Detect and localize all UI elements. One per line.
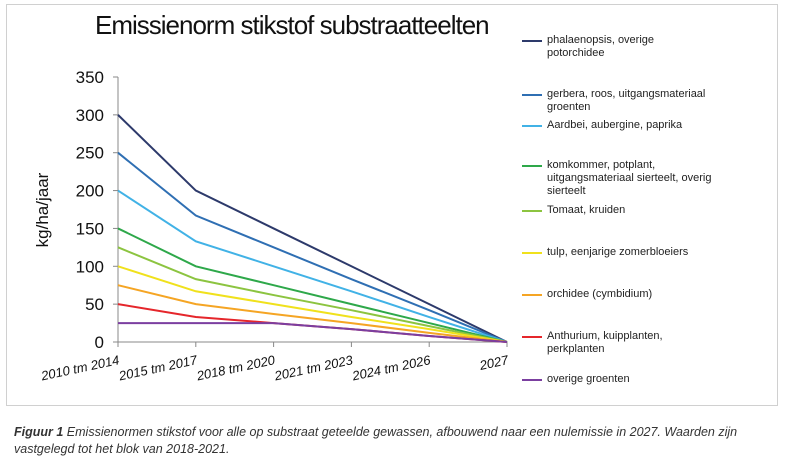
legend-swatch (522, 294, 542, 296)
series-line (117, 227, 508, 343)
legend-item: gerbera, roos, uitgangsmateriaal groente… (522, 88, 712, 114)
y-tick-label: 150 (76, 219, 104, 238)
y-tick-label: 350 (76, 68, 104, 87)
chart-title: Emissienorm stikstof substraatteelten (95, 10, 489, 40)
y-tick-label: 300 (76, 106, 104, 125)
x-tick-label: 2015 tm 2017 (117, 352, 200, 384)
series-line (117, 151, 508, 343)
caption: Figuur 1 Emissienormen stikstof voor all… (14, 424, 779, 458)
chart: Emissienorm stikstof substraatteelten kg… (33, 10, 510, 384)
series-line (117, 246, 508, 343)
caption-text: Emissienormen stikstof voor alle op subs… (14, 425, 738, 456)
y-axis-label: kg/ha/jaar (33, 172, 52, 247)
series-line (117, 265, 508, 343)
legend-label: overige groenten (547, 373, 630, 385)
legend-swatch (522, 125, 542, 127)
legend-label: phalaenopsis, overige potorchidee (547, 34, 655, 59)
y-tick-label: 0 (95, 333, 104, 352)
legend-label: Anthurium, kuipplanten, perkplanten (547, 330, 663, 355)
legend-item: tulp, eenjarige zomerbloeiers (522, 246, 712, 259)
series-line (117, 189, 508, 343)
series-line (118, 322, 508, 343)
series-line (117, 114, 508, 343)
legend-item: phalaenopsis, overige potorchidee (522, 34, 712, 60)
legend-item: orchidee (cymbidium) (522, 288, 712, 301)
x-tick-label: 2021 tm 2023 (272, 352, 355, 384)
x-tick-label: 2027 (477, 352, 510, 373)
legend-swatch (522, 165, 542, 167)
legend-swatch (522, 94, 542, 96)
legend-label: Aardbei, aubergine, paprika (547, 119, 683, 131)
chart-frame (6, 4, 778, 406)
legend-item: Anthurium, kuipplanten, perkplanten (522, 330, 712, 356)
legend-swatch (522, 252, 542, 254)
legend-swatch (522, 336, 542, 338)
y-tick-label: 250 (76, 144, 104, 163)
series-line (117, 284, 508, 343)
x-tick-label: 2010 tm 2014 (39, 352, 121, 383)
y-tick-label: 100 (76, 257, 104, 276)
legend-label: gerbera, roos, uitgangsmateriaal groente… (547, 88, 706, 113)
legend-label: tulp, eenjarige zomerbloeiers (547, 246, 689, 258)
legend-item: Tomaat, kruiden (522, 204, 712, 217)
legend-item: overige groenten (522, 373, 712, 386)
legend-swatch (522, 379, 542, 381)
x-tick-label: 2018 tm 2020 (194, 352, 277, 384)
legend-swatch (522, 40, 542, 42)
y-tick-label: 200 (76, 182, 104, 201)
legend-swatch (522, 210, 542, 212)
caption-label: Figuur 1 (14, 425, 64, 439)
legend-item: Aardbei, aubergine, paprika (522, 119, 712, 132)
legend-label: orchidee (cymbidium) (547, 288, 653, 300)
x-tick-label: 2024 tm 2026 (350, 352, 433, 384)
legend-item: komkommer, potplant, uitgangsmateriaal s… (522, 159, 712, 198)
legend-label: Tomaat, kruiden (547, 204, 626, 216)
y-tick-label: 50 (85, 295, 104, 314)
legend-label: komkommer, potplant, uitgangsmateriaal s… (547, 159, 712, 197)
